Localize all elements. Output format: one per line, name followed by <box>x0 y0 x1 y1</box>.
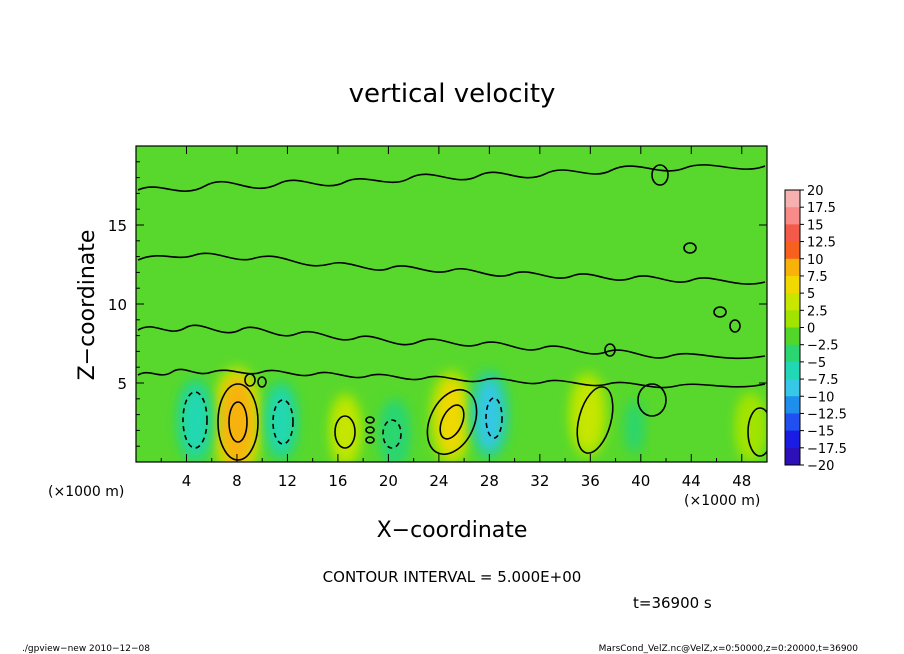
colorbar-label: −12.5 <box>807 407 847 422</box>
contour-line <box>137 164 766 192</box>
footer-right: MarsCond_VelZ.nc@VelZ,x=0:50000,z=0:2000… <box>599 644 859 654</box>
contour-line <box>485 397 503 439</box>
contour-line <box>729 319 741 333</box>
x-unit-left: (×1000 m) <box>48 484 124 500</box>
colorbar-label: −2.5 <box>807 339 839 354</box>
contour-line <box>713 306 727 318</box>
x-tick-label: 40 <box>631 472 650 490</box>
colorbar-band <box>785 207 800 225</box>
x-tick-label: 44 <box>682 472 701 490</box>
x-axis-label: X−coordinate <box>377 518 528 543</box>
x-tick-label: 4 <box>182 472 192 490</box>
colorbar-band <box>785 241 800 260</box>
x-tick-label: 12 <box>278 472 297 490</box>
contour-line <box>637 383 667 417</box>
colorbar: 20 17.5 15 12.5 10 7.5 5 2.5 0 −2.5 −5 −7.5 −10 −12.5… <box>784 184 847 474</box>
contour-line <box>244 373 256 387</box>
contour-line <box>228 401 248 443</box>
colorbar-label: 5 <box>807 287 815 302</box>
colorbar-label: 15 <box>807 218 824 233</box>
contour-line <box>365 426 375 434</box>
contour-line <box>683 242 697 254</box>
contour-line <box>217 383 259 461</box>
colorbar-band <box>785 344 800 363</box>
colorbar-label: 0 <box>807 322 815 337</box>
colorbar-band <box>785 190 800 208</box>
y-axis-label: Z−coordinate <box>75 230 100 381</box>
colorbar-band <box>785 361 800 380</box>
contour-line <box>334 415 356 449</box>
features-layer <box>176 367 766 462</box>
x-tick-label: 24 <box>429 472 448 490</box>
x-tick-label: 8 <box>232 472 242 490</box>
x-tick-label: 48 <box>732 472 751 490</box>
colorbar-label: −15 <box>807 425 834 440</box>
colorbar-band <box>785 293 800 311</box>
contour-line <box>604 343 616 357</box>
colorbar-label: −17.5 <box>807 442 847 457</box>
colorbar-label: 2.5 <box>807 304 828 319</box>
contour-line <box>382 419 402 449</box>
colorbar-band <box>785 396 800 414</box>
colorbar-band <box>785 258 800 277</box>
y-tick-label: 15 <box>108 217 127 235</box>
contour-line <box>426 389 478 455</box>
colorbar-band <box>785 447 800 466</box>
velocity-cell <box>624 400 645 454</box>
colorbar-label: 10 <box>807 253 824 268</box>
x-tick-label: 20 <box>379 472 398 490</box>
time-label: t=36900 s <box>633 594 712 612</box>
colorbar-label: −5 <box>807 356 826 371</box>
velocity-cell <box>574 379 602 450</box>
y-tick-label: 5 <box>117 375 127 393</box>
contour-interval: CONTOUR INTERVAL = 5.000E+00 <box>323 568 582 586</box>
plot-area <box>135 145 768 463</box>
colorbar-label: −20 <box>807 459 834 474</box>
contour-line <box>137 324 766 360</box>
colorbar-label: 7.5 <box>807 270 828 285</box>
chart-title: vertical velocity <box>349 79 556 109</box>
colorbar-label: 17.5 <box>807 201 836 216</box>
y-axis: 5 10 15 <box>108 161 767 447</box>
colorbar-band <box>785 224 800 243</box>
colorbar-label: 12.5 <box>807 236 836 251</box>
contour-line <box>747 407 767 457</box>
colorbar-label: −10 <box>807 390 834 405</box>
x-tick-label: 28 <box>480 472 499 490</box>
velocity-cell <box>181 385 209 457</box>
colorbar-label: −7.5 <box>807 373 839 388</box>
contour-line <box>365 436 375 444</box>
y-tick-label: 10 <box>108 296 127 314</box>
x-tick-label: 16 <box>328 472 347 490</box>
velocity-cell <box>739 398 762 456</box>
contour-line <box>576 386 614 454</box>
contour-line <box>651 164 669 186</box>
contour-line <box>272 399 294 445</box>
footer-left: ./gpview−new 2010−12−08 <box>22 644 150 654</box>
colorbar-band <box>785 413 800 432</box>
x-unit-right: (×1000 m) <box>684 493 760 509</box>
x-axis: 4 8 12 16 20 24 28 32 36 40 44 48 <box>160 146 751 490</box>
colorbar-label: 20 <box>807 184 824 199</box>
velocity-cell <box>384 404 406 462</box>
contour-line <box>137 252 766 285</box>
contour-line <box>257 376 267 388</box>
velocity-cell <box>268 387 294 454</box>
colorbar-band <box>785 327 800 346</box>
velocity-cell <box>475 377 504 452</box>
colorbar-band <box>785 310 800 328</box>
velocity-cell <box>219 376 255 462</box>
colorbar-band <box>785 275 800 294</box>
colorbar-band <box>785 379 800 397</box>
contour-line <box>365 416 375 424</box>
x-tick-label: 32 <box>530 472 549 490</box>
x-tick-label: 36 <box>581 472 600 490</box>
contour-lines <box>137 164 767 461</box>
contour-line <box>137 368 766 389</box>
colorbar-band <box>785 430 800 449</box>
contour-line <box>439 404 465 440</box>
velocity-cell <box>333 399 358 462</box>
contour-line <box>182 391 208 449</box>
